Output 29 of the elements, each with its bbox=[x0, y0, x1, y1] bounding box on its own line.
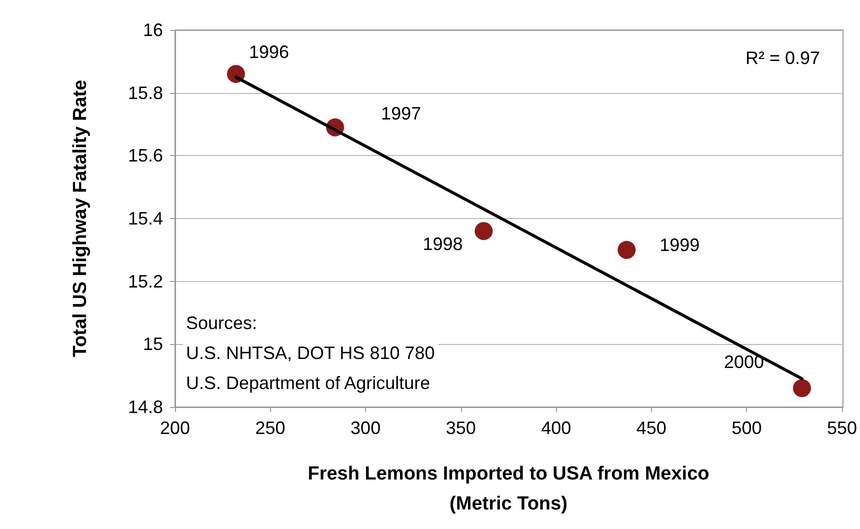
annotation: 1996 bbox=[248, 42, 290, 62]
annotation: U.S. Department of Agriculture bbox=[186, 373, 430, 393]
annotation: Sources: bbox=[186, 313, 258, 333]
x-tick-label: 400 bbox=[541, 418, 572, 438]
x-tick-label: 200 bbox=[160, 418, 190, 438]
annotation: 1998 bbox=[422, 234, 463, 254]
x-axis-title: Fresh Lemons Imported to USA from Mexico (Metric Tons) bbox=[308, 464, 710, 514]
annotation: 1997 bbox=[381, 103, 422, 124]
annotation: R² = 0.97 bbox=[745, 48, 820, 68]
x-tick-label: 250 bbox=[255, 418, 286, 438]
x-tick-label: 350 bbox=[446, 418, 476, 438]
y-tick-label: 15.2 bbox=[128, 271, 163, 292]
y-axis-title: Total US Highway Fatality Rate bbox=[70, 80, 91, 358]
y-tick-label: 15.6 bbox=[128, 146, 163, 166]
point bbox=[474, 222, 493, 240]
y-tick-label: 16 bbox=[142, 20, 163, 40]
y-tick-label: 15 bbox=[142, 334, 163, 354]
y-tick-label: 15.4 bbox=[128, 208, 163, 228]
point bbox=[792, 379, 811, 398]
point bbox=[618, 240, 636, 259]
point bbox=[227, 64, 245, 83]
y-tick-label: 15.8 bbox=[128, 82, 163, 103]
annotation: 1999 bbox=[660, 234, 700, 255]
x-tick-label: 500 bbox=[732, 418, 762, 438]
annotation: U.S. NHTSA, DOT HS 810 780 bbox=[186, 343, 435, 363]
x-tick-label: 550 bbox=[826, 418, 858, 438]
x-tick-label: 300 bbox=[350, 418, 381, 438]
x-tick-label: 450 bbox=[636, 418, 666, 438]
y-tick-label: 14.8 bbox=[128, 397, 163, 417]
